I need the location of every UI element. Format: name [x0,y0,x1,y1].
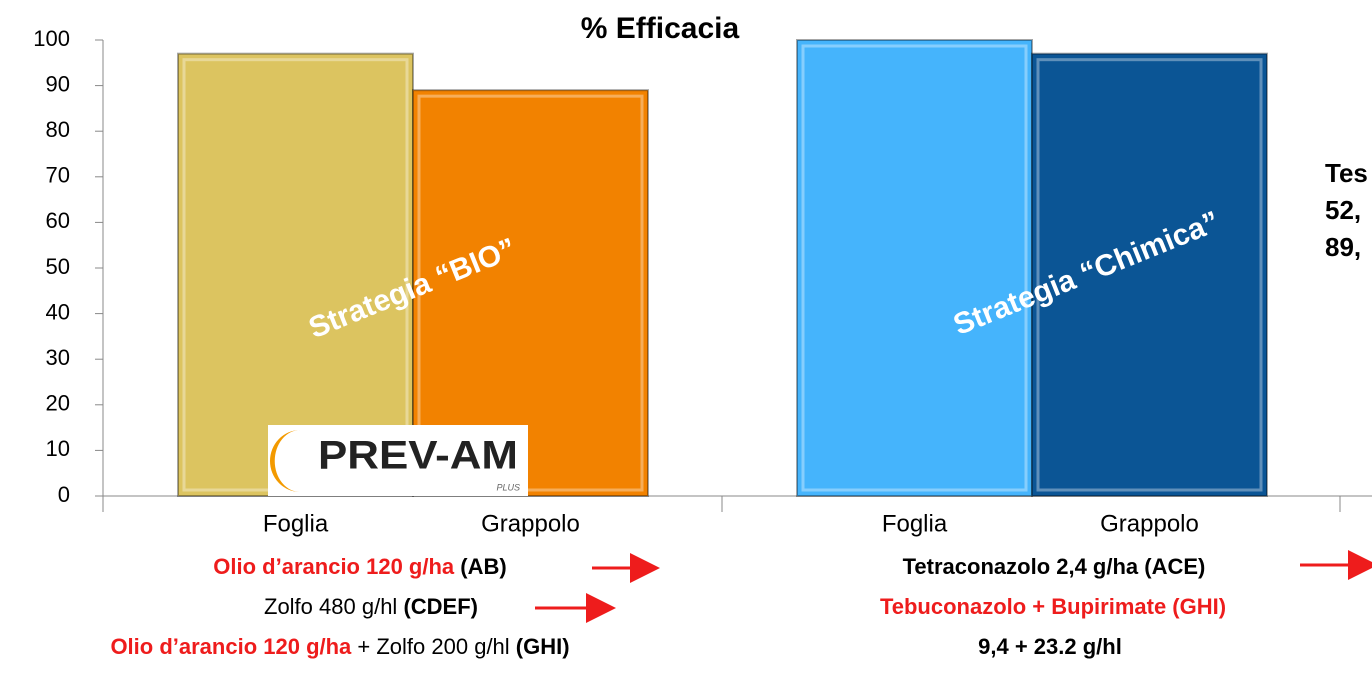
side-text: 89, [1325,232,1361,262]
x-tick-label: Foglia [882,510,948,537]
y-tick-label: 20 [46,391,70,416]
y-tick-label: 80 [46,117,70,142]
note-line: Tetraconazolo 2,4 g/ha (ACE) [903,554,1206,579]
y-tick-label: 0 [58,482,70,507]
note-segment: (GHI) [516,634,570,659]
x-tick-label: Foglia [263,510,329,537]
x-tick-label: Grappolo [1100,510,1199,537]
bar [796,39,1033,497]
note-segment: Tetraconazolo 2,4 g/ha (ACE) [903,554,1206,579]
note-segment: Zolfo 480 g/hl [264,594,403,619]
y-tick-label: 70 [46,163,70,188]
note-line: Olio d’arancio 120 g/ha + Zolfo 200 g/hl… [110,634,569,659]
logo-sub: PLUS [496,482,520,492]
logo-box [268,425,528,496]
note-segment: 9,4 + 23.2 g/hl [978,634,1122,659]
note-segment: Olio d’arancio 120 g/ha [110,634,352,659]
bar [177,52,414,498]
logo-text: PREV-AM [318,434,518,478]
note-segment: (CDEF) [403,594,478,619]
bar [1031,52,1268,498]
y-tick-label: 40 [46,299,70,324]
y-tick-label: 30 [46,345,70,370]
y-tick-label: 90 [46,71,70,96]
side-text: 52, [1325,195,1361,225]
bar-bevel [1036,58,1263,492]
logo: PREV-AM PLUS [268,425,528,496]
bars [177,39,1268,498]
side-text: Tes [1325,158,1368,188]
bar-bevel [417,94,644,492]
note-line: 9,4 + 23.2 g/hl [978,634,1122,659]
note-segment: (AB) [454,554,507,579]
note-line: Zolfo 480 g/hl (CDEF) [264,594,478,619]
chart-title: % Efficacia [581,12,740,45]
y-tick-label: 60 [46,208,70,233]
y-tick-label: 50 [46,254,70,279]
note-line: Tebuconazolo + Bupirimate (GHI) [880,594,1226,619]
y-tick-label: 100 [33,26,70,51]
note-segment: + Zolfo 200 g/hl [351,634,516,659]
logo-icon [270,430,300,492]
note-line: Olio d’arancio 120 g/ha (AB) [213,554,506,579]
y-tick-label: 10 [46,436,70,461]
note-segment: Tebuconazolo + Bupirimate (GHI) [880,594,1226,619]
bar-bevel [801,44,1028,492]
note-segment: Olio d’arancio 120 g/ha [213,554,455,579]
x-tick-label: Grappolo [481,510,580,537]
